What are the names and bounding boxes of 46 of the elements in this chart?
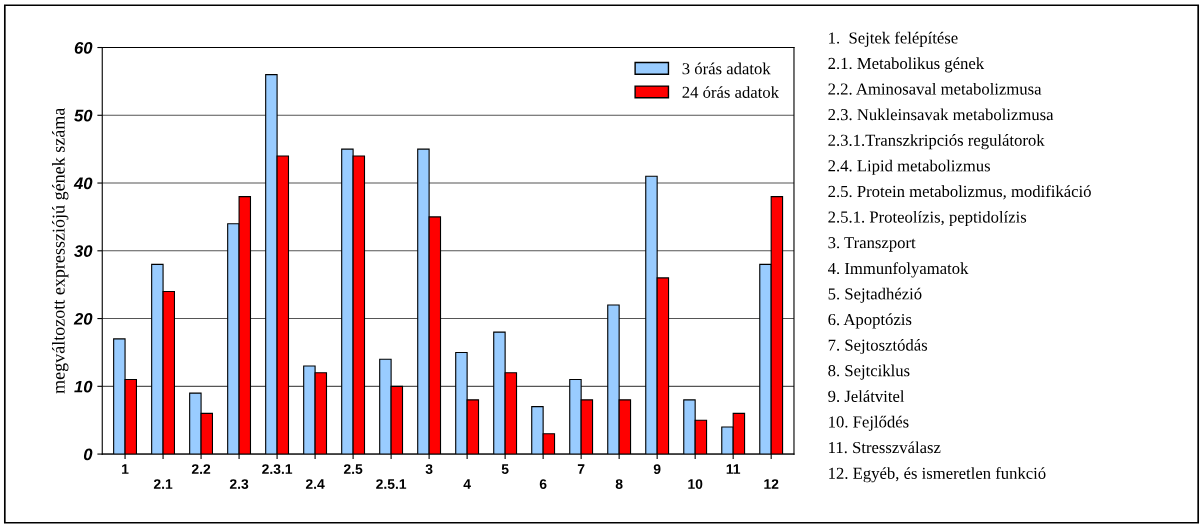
y-tick-label: 20 xyxy=(73,312,93,325)
text: 5. Sejtadhézió xyxy=(828,287,922,303)
x-tick-label: 8 xyxy=(615,479,623,489)
text: 2.3.1.Transzkripciós regulátorok xyxy=(828,134,1045,150)
x-tick-label: 10 xyxy=(688,479,703,489)
text: 6. Apoptózis xyxy=(828,313,912,329)
x-tick-label: 11 xyxy=(726,464,741,474)
x-tick-label: 7 xyxy=(577,464,585,474)
text: 2.5. Protein metabolizmus, modifikáció xyxy=(828,185,1091,200)
text: 2.3. Nukleinsavak metabolizmusa xyxy=(828,108,1054,121)
text: 1. Sejtek felépítése xyxy=(829,31,958,47)
x-tick-label: 1 xyxy=(122,464,129,474)
x-tick-label: 2.2 xyxy=(191,464,211,474)
x-tick-label: 6 xyxy=(539,479,547,489)
x-tick-label: 4 xyxy=(463,479,471,489)
text: 3. Transzport xyxy=(828,237,916,252)
x-tick-label: 2.4 xyxy=(305,479,325,489)
text: 9. Jelátvitel xyxy=(828,390,905,402)
x-tick-label: 2.5.1 xyxy=(376,479,407,489)
x-tick-label: 3 xyxy=(425,464,433,475)
x-tick-label: 2.5 xyxy=(343,464,363,474)
text: 11. Stresszválasz xyxy=(829,441,941,454)
y-axis-title: megváltozott expressziójú gének száma xyxy=(51,107,69,394)
legend-label: 24 órás adatok xyxy=(682,86,779,98)
x-tick-label: 5 xyxy=(501,464,509,474)
x-tick-label: 2.1 xyxy=(153,479,173,489)
x-tick-label: 12 xyxy=(764,479,779,489)
y-tick-label: 0 xyxy=(83,448,93,461)
y-tick-label: 50 xyxy=(74,109,93,122)
y-tick-label: 40 xyxy=(73,177,93,190)
legend-label: 3 órás adatok xyxy=(682,62,771,75)
text: 4. Immunfolyamatok xyxy=(827,262,969,278)
text: 12. Egyéb, és ismeretlen funkció xyxy=(829,467,1046,483)
y-tick-label: 30 xyxy=(74,245,93,257)
text: 7. Sejtosztódás xyxy=(828,338,928,355)
y-tick-label: 10 xyxy=(74,380,93,393)
x-tick-label: 2.3.1 xyxy=(262,464,293,475)
text: 2.1. Metabolikus gének xyxy=(828,57,985,73)
text: 2.4. Lipid metabolizmus xyxy=(828,159,990,175)
text: 2.2. Aminosaval metabolizmusa xyxy=(828,82,1042,95)
x-tick-label: 9 xyxy=(653,464,661,474)
y-tick-label: 60 xyxy=(74,41,93,54)
text: 10. Fejlődés xyxy=(829,415,909,431)
x-tick-label: 2.3 xyxy=(229,479,249,489)
text: 2.5.1. Proteolízis, peptidolízis xyxy=(828,210,1027,227)
text: 8. Sejtciklus xyxy=(828,364,910,380)
